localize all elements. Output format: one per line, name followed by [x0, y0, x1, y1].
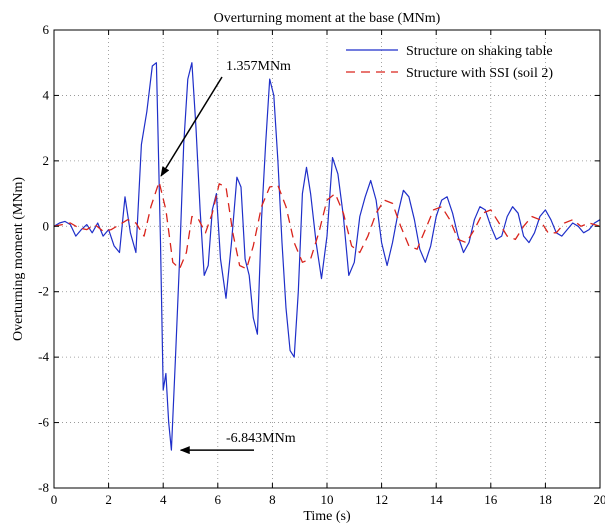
x-tick-label: 16	[484, 492, 498, 507]
y-axis-label: Overturning moment (MNm)	[11, 177, 26, 341]
chart-title: Overturning moment at the base (MNm)	[214, 11, 441, 26]
y-tick-label: 6	[43, 22, 50, 37]
x-tick-label: 2	[105, 492, 112, 507]
y-tick-label: 0	[43, 218, 50, 233]
x-tick-label: 6	[215, 492, 222, 507]
y-tick-label: -8	[38, 480, 49, 495]
annotation-min-label: -6.843MNm	[226, 431, 296, 446]
y-tick-label: -4	[38, 349, 49, 364]
annotation-arrow-max	[160, 76, 223, 177]
x-tick-label: 8	[269, 492, 276, 507]
series-line-shaking-table	[53, 62, 601, 451]
x-tick-label: 4	[160, 492, 167, 507]
annotations: 1.357MNm -6.843MNm	[160, 59, 296, 455]
grid	[54, 30, 600, 488]
x-tick-label: 20	[594, 492, 605, 507]
x-tick-label: 10	[321, 492, 334, 507]
x-axis-label: Time (s)	[303, 509, 351, 524]
series-layer	[53, 62, 601, 451]
y-tick-label: 4	[43, 87, 50, 102]
x-tick-label: 12	[375, 492, 388, 507]
y-tick-label: 2	[43, 153, 50, 168]
y-tick-label: -2	[38, 284, 49, 299]
annotation-max-label: 1.357MNm	[226, 59, 291, 74]
legend-label-ssi: Structure with SSI (soil 2)	[406, 66, 553, 81]
x-tick-label: 14	[430, 492, 444, 507]
x-tick-label: 0	[51, 492, 58, 507]
y-tick-label: -6	[38, 415, 49, 430]
ticks: 0 2 4 6 8 10 12 14 16 18 20 -8 -6 -4 -2 0 2 4 6	[38, 22, 605, 507]
x-tick-label: 18	[539, 492, 552, 507]
legend-label-shaking-table: Structure on shaking table	[406, 44, 553, 59]
legend: Structure on shaking table Structure wit…	[346, 44, 553, 81]
series-line-ssi	[53, 181, 601, 270]
